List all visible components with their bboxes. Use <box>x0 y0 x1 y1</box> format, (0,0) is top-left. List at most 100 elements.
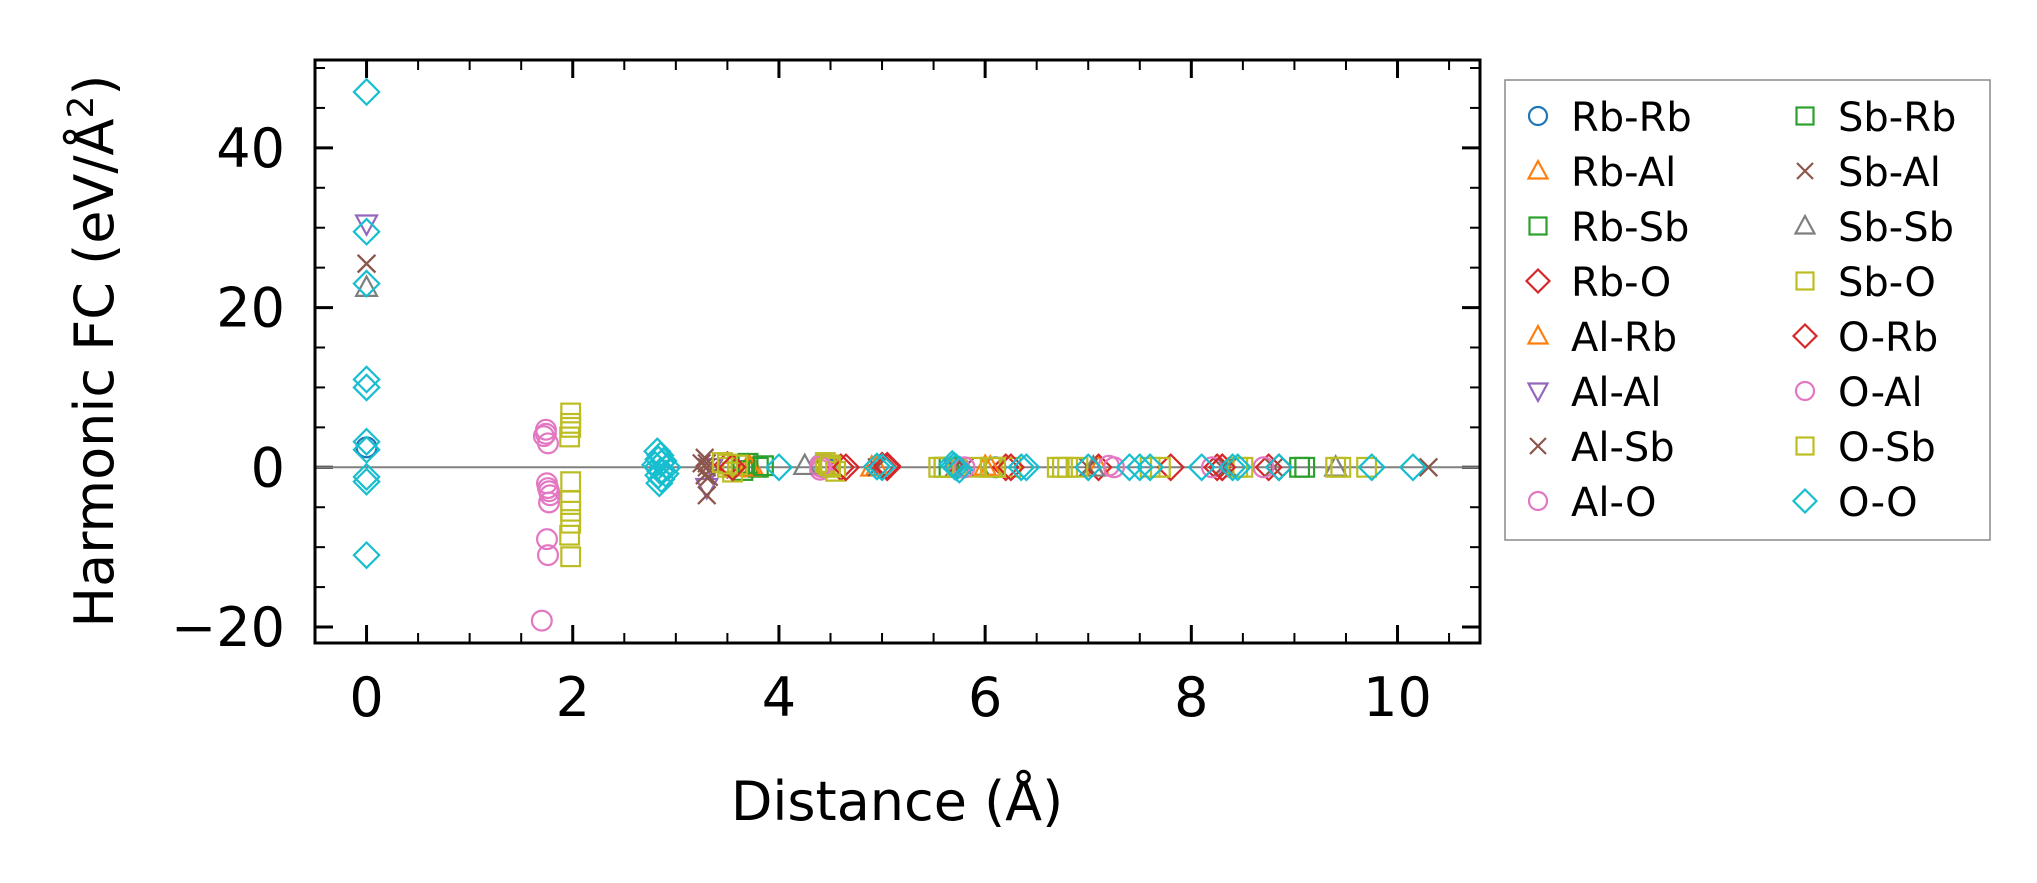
data-point <box>984 456 1006 478</box>
data-point <box>718 453 747 482</box>
legend-marker <box>1795 106 1815 126</box>
legend-label: Rb-O <box>1571 260 1671 306</box>
legend-label: O-Al <box>1838 370 1923 416</box>
data-point <box>1115 453 1144 482</box>
data-point <box>530 609 553 632</box>
data-point <box>352 427 381 456</box>
data-point <box>352 373 381 402</box>
data-point <box>1227 456 1249 478</box>
legend-marker <box>1795 436 1815 456</box>
data-point <box>352 467 381 496</box>
x-tick-label: 4 <box>762 666 796 729</box>
data-point <box>1357 453 1386 482</box>
y-axis-label-main: Harmonic FC (eV/Å <box>62 118 126 627</box>
y-axis-label: Harmonic FC (eV/Å2) <box>61 75 126 628</box>
data-point <box>697 485 717 505</box>
legend-marker <box>1526 382 1550 404</box>
data-point <box>1418 457 1439 477</box>
plot-frame <box>313 58 1482 645</box>
legend-marker <box>1791 322 1819 350</box>
y-tick-label: 20 <box>216 277 285 340</box>
data-point <box>559 426 581 448</box>
data-point <box>535 528 558 551</box>
x-tick-label: 6 <box>968 666 1002 729</box>
data-point <box>1067 456 1089 478</box>
legend-marker <box>1795 271 1815 291</box>
data-point <box>695 465 715 485</box>
y-axis-label-end: ) <box>63 75 126 96</box>
legend-label: O-Rb <box>1838 315 1938 361</box>
data-point <box>352 540 381 570</box>
data-point <box>764 453 794 482</box>
data-point <box>1264 453 1294 482</box>
data-point <box>867 453 897 482</box>
legend-marker <box>1526 323 1550 345</box>
data-point <box>1330 456 1352 478</box>
data-point <box>356 254 377 274</box>
x-tick-label: 2 <box>556 666 590 729</box>
data-point <box>352 435 381 464</box>
data-point <box>560 412 582 434</box>
series-o-o <box>352 77 1428 570</box>
data-point <box>534 422 557 445</box>
data-point <box>1223 453 1252 482</box>
legend-label: Sb-Al <box>1838 150 1941 196</box>
legend-label: Rb-Rb <box>1571 95 1692 141</box>
legend: Rb-Rb Rb-Al Rb-Sb Rb-O Al-Rb Al-Al Al-Sb Al-O Sb… <box>1504 79 1991 541</box>
data-point <box>649 446 678 476</box>
x-tick-label: 0 <box>349 666 383 729</box>
data-point <box>536 544 559 567</box>
legend-label: Sb-Rb <box>1838 95 1956 141</box>
legend-marker <box>1528 216 1548 236</box>
data-point <box>1187 453 1216 482</box>
x-axis-label: Distance (Å) <box>731 769 1063 833</box>
legend-label: Al-Rb <box>1571 315 1677 361</box>
data-point <box>872 451 902 480</box>
data-point <box>641 450 670 480</box>
legend-marker <box>1794 380 1816 402</box>
legend-marker <box>1526 158 1550 180</box>
legend-marker <box>1796 162 1814 180</box>
legend-label: O-O <box>1838 480 1918 526</box>
data-points <box>352 77 1439 632</box>
x-tick-label: 10 <box>1363 666 1432 729</box>
data-point <box>716 453 738 475</box>
data-point <box>939 451 969 480</box>
data-point <box>1356 456 1378 478</box>
y-tick-label: 0 <box>251 436 285 499</box>
data-point <box>1007 453 1036 482</box>
data-point <box>538 480 561 503</box>
data-point <box>536 432 559 455</box>
y-tick-label: −20 <box>171 596 285 659</box>
data-point <box>1252 456 1275 479</box>
x-tick-label: 8 <box>1174 666 1208 729</box>
data-point <box>872 453 902 482</box>
data-point <box>1074 453 1103 482</box>
y-axis-label-superscript: 2 <box>61 96 102 119</box>
data-point <box>862 452 892 481</box>
legend-label: Rb-Sb <box>1571 205 1689 251</box>
data-point <box>559 524 581 546</box>
data-point <box>538 491 561 514</box>
data-point <box>1398 453 1428 482</box>
series-o-sb <box>560 412 1352 522</box>
data-point <box>1218 453 1247 482</box>
data-point <box>1103 456 1126 479</box>
data-point <box>1012 453 1041 482</box>
legend-frame <box>1504 79 1991 541</box>
data-point <box>352 365 381 394</box>
data-point <box>820 455 841 477</box>
data-point <box>352 462 381 492</box>
data-point <box>1052 456 1073 478</box>
data-point <box>352 269 381 298</box>
data-point <box>653 453 682 482</box>
data-point <box>753 455 774 477</box>
legend-marker <box>1529 437 1547 455</box>
data-point <box>1135 453 1165 482</box>
data-point <box>560 546 582 568</box>
legend-marker <box>1527 490 1549 512</box>
data-point <box>1200 456 1223 479</box>
legend-marker <box>1793 213 1817 235</box>
legend-label: Sb-O <box>1838 260 1936 306</box>
legend-marker <box>1524 267 1552 295</box>
